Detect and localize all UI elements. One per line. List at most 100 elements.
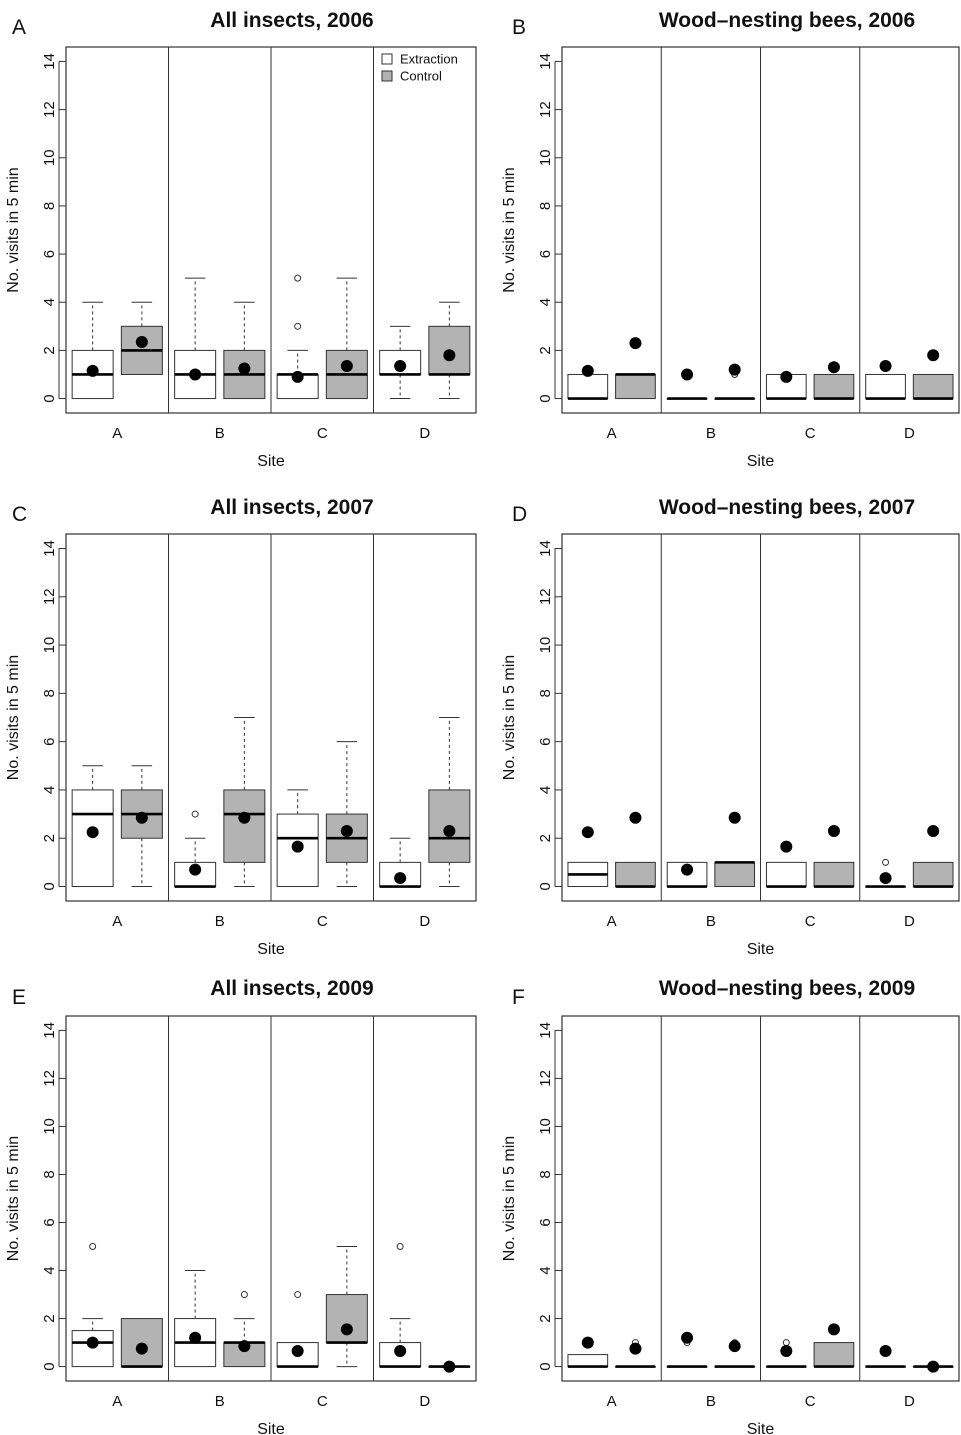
mean-point bbox=[880, 360, 892, 372]
box-a-control bbox=[616, 1340, 656, 1368]
y-tick-label: 2 bbox=[537, 1314, 554, 1322]
mean-point bbox=[292, 1345, 304, 1357]
legend-swatch-extraction bbox=[382, 54, 392, 64]
y-tick-label: 0 bbox=[537, 1362, 554, 1370]
panel-letter: D bbox=[512, 503, 527, 526]
outlier-point bbox=[90, 1244, 96, 1250]
outlier-point bbox=[295, 323, 301, 329]
panel-letter: F bbox=[512, 986, 525, 1009]
box-rect bbox=[913, 374, 953, 398]
y-tick-label: 2 bbox=[41, 346, 58, 354]
x-category-label: B bbox=[706, 1393, 716, 1410]
y-tick-label: 6 bbox=[41, 250, 58, 258]
x-category-label: C bbox=[805, 425, 816, 442]
box-rect bbox=[913, 862, 953, 886]
box-a-extraction bbox=[72, 302, 113, 398]
mean-point bbox=[292, 371, 304, 383]
x-category-label: D bbox=[904, 913, 915, 930]
y-tick-label: 10 bbox=[41, 637, 58, 654]
legend-label: Control bbox=[400, 69, 442, 84]
box-b-extraction bbox=[175, 278, 216, 398]
panel-title: All insects, 2009 bbox=[210, 977, 373, 1000]
mean-point bbox=[189, 1332, 201, 1344]
y-tick-label: 14 bbox=[537, 1022, 554, 1039]
y-tick-label: 12 bbox=[537, 101, 554, 118]
box-a-control bbox=[121, 302, 162, 374]
box-a-control bbox=[121, 766, 162, 887]
y-tick-label: 4 bbox=[41, 1266, 58, 1274]
x-category-label: A bbox=[607, 425, 617, 442]
y-axis-label: No. visits in 5 min bbox=[5, 655, 22, 780]
y-tick-label: 4 bbox=[537, 1266, 554, 1274]
box-c-extraction bbox=[277, 275, 318, 398]
mean-point bbox=[927, 349, 939, 361]
y-tick-label: 0 bbox=[537, 394, 554, 402]
x-axis-label: Site bbox=[257, 453, 285, 470]
panel-title: Wood–nesting bees, 2007 bbox=[659, 496, 915, 519]
x-axis-label: Site bbox=[747, 941, 775, 958]
box-d-control bbox=[913, 1361, 953, 1373]
mean-point bbox=[341, 1323, 353, 1335]
x-category-label: B bbox=[706, 913, 716, 930]
mean-point bbox=[136, 1343, 148, 1355]
box-b-extraction bbox=[667, 1332, 707, 1367]
x-category-label: D bbox=[419, 1393, 430, 1410]
panel-letter: E bbox=[12, 986, 26, 1009]
mean-point bbox=[880, 1345, 892, 1357]
y-tick-label: 8 bbox=[537, 1170, 554, 1178]
chart-panel-d: Wood–nesting bees, 2007 D 0 2 4 6 8 10 12 14 No. v… bbox=[501, 496, 959, 958]
x-category-label: A bbox=[607, 913, 617, 930]
x-category-label: C bbox=[317, 913, 328, 930]
mean-point bbox=[729, 1340, 741, 1352]
box-d-control bbox=[429, 718, 470, 887]
box-c-control bbox=[326, 742, 367, 887]
outlier-point bbox=[241, 1292, 247, 1298]
mean-point bbox=[394, 872, 406, 884]
y-tick-label: 8 bbox=[41, 1170, 58, 1178]
legend-label: Extraction bbox=[400, 52, 458, 67]
y-tick-label: 12 bbox=[537, 1070, 554, 1087]
y-tick-label: 4 bbox=[41, 786, 58, 794]
y-tick-label: 6 bbox=[41, 1218, 58, 1226]
box-rect bbox=[568, 1355, 608, 1367]
mean-point bbox=[681, 864, 693, 876]
box-rect bbox=[224, 790, 265, 862]
y-tick-label: 4 bbox=[537, 786, 554, 794]
box-c-extraction bbox=[766, 1340, 806, 1368]
box-rect bbox=[814, 862, 854, 886]
y-tick-label: 2 bbox=[537, 834, 554, 842]
box-b-control bbox=[715, 364, 755, 399]
y-tick-label: 12 bbox=[537, 588, 554, 605]
x-category-label: A bbox=[112, 913, 122, 930]
outlier-point bbox=[397, 1244, 403, 1250]
box-d-control bbox=[913, 825, 953, 887]
box-b-control bbox=[224, 718, 265, 887]
box-rect bbox=[72, 1331, 113, 1367]
box-d-extraction bbox=[380, 326, 421, 398]
x-category-label: C bbox=[317, 425, 328, 442]
box-d-control bbox=[429, 1361, 470, 1373]
mean-point bbox=[189, 864, 201, 876]
box-c-extraction bbox=[766, 841, 806, 887]
chart-panel-a: All insects, 2006 A 0 2 4 6 8 10 12 14 No. visits … bbox=[5, 9, 476, 470]
y-tick-label: 2 bbox=[537, 346, 554, 354]
mean-point bbox=[681, 368, 693, 380]
x-category-label: D bbox=[419, 913, 430, 930]
y-tick-label: 12 bbox=[41, 588, 58, 605]
box-rect bbox=[814, 1343, 854, 1367]
y-tick-label: 14 bbox=[41, 53, 58, 70]
y-tick-label: 10 bbox=[41, 1118, 58, 1135]
mean-point bbox=[292, 841, 304, 853]
box-d-extraction bbox=[866, 859, 906, 887]
mean-point bbox=[629, 1343, 641, 1355]
mean-point bbox=[394, 1345, 406, 1357]
box-c-control bbox=[814, 1323, 854, 1366]
x-axis-label: Site bbox=[747, 453, 775, 470]
x-axis-label: Site bbox=[747, 1421, 775, 1435]
mean-point bbox=[238, 362, 250, 374]
box-a-extraction bbox=[568, 365, 608, 399]
x-category-label: C bbox=[805, 913, 816, 930]
box-a-extraction bbox=[72, 766, 113, 887]
box-d-extraction bbox=[866, 1345, 906, 1367]
